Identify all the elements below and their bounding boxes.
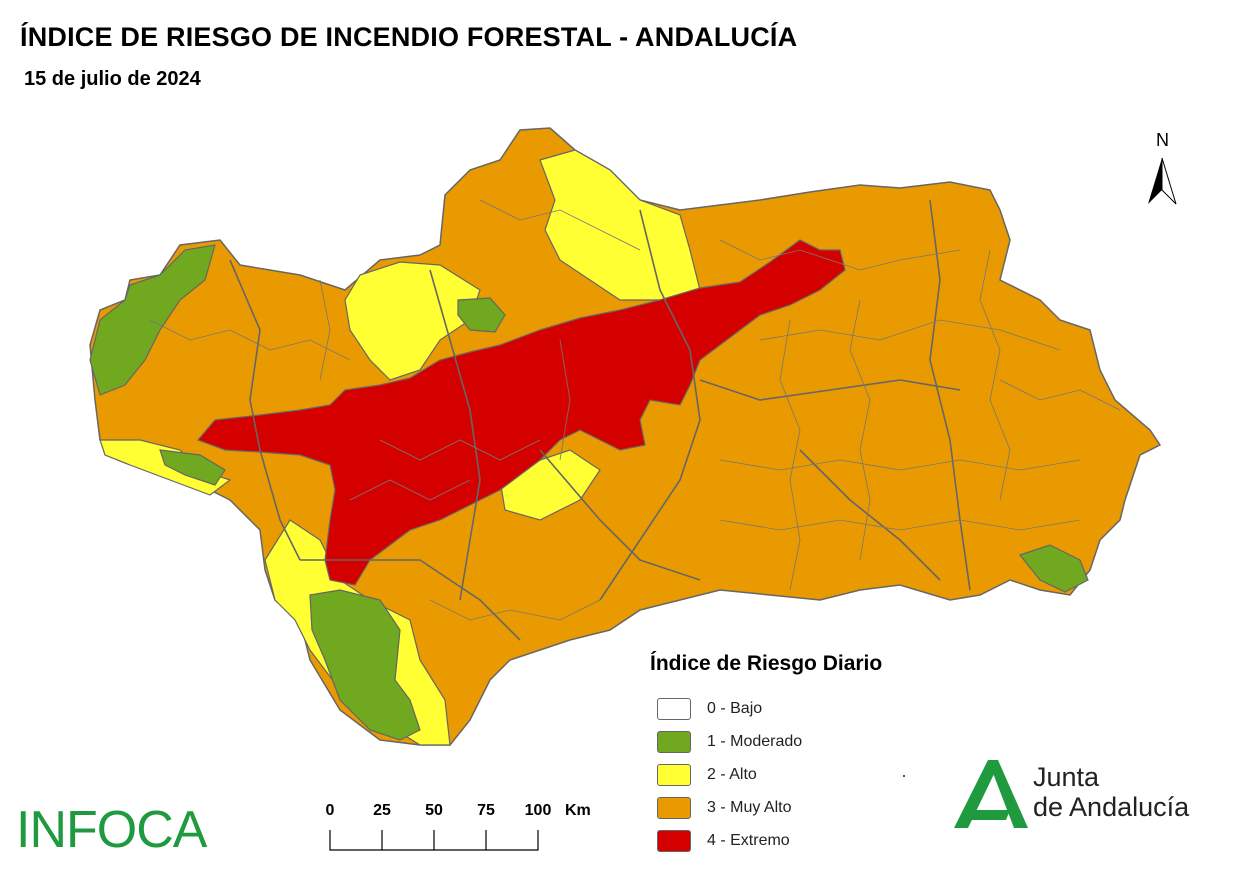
legend-label-bajo: 0 - Bajo bbox=[707, 699, 763, 717]
region-alto-west bbox=[344, 261, 481, 381]
scale-tick-25: 25 bbox=[373, 802, 391, 819]
legend-item-muy-alto: 3 - Muy Alto bbox=[650, 791, 882, 824]
scale-tick-75: 75 bbox=[477, 802, 495, 819]
legend-swatch-extremo bbox=[657, 829, 691, 852]
region-extremo bbox=[196, 239, 846, 586]
stray-dot bbox=[903, 775, 905, 777]
municipal-boundaries bbox=[149, 199, 1121, 621]
legend-item-alto: 2 - Alto bbox=[650, 758, 882, 791]
legend-swatch-alto bbox=[657, 763, 691, 786]
scale-bar: 0 25 50 75 100 Km bbox=[320, 800, 591, 860]
north-arrow: N bbox=[1140, 130, 1190, 210]
map-date: 15 de julio de 2024 bbox=[24, 68, 201, 90]
region-moderado-coast bbox=[159, 449, 226, 486]
map-title: ÍNDICE DE RIESGO DE INCENDIO FORESTAL - … bbox=[20, 22, 798, 52]
legend-swatch-muy-alto bbox=[657, 796, 691, 819]
region-moderado-almeria bbox=[1018, 544, 1089, 593]
legend: Índice de Riesgo Diario 0 - Bajo 1 - Mod… bbox=[650, 652, 882, 857]
legend-item-bajo: 0 - Bajo bbox=[650, 692, 882, 725]
legend-label-alto: 2 - Alto bbox=[707, 765, 757, 783]
region-moderado-cadiz bbox=[309, 589, 421, 741]
region-moderado-north bbox=[457, 297, 506, 333]
north-arrow-icon bbox=[1148, 157, 1177, 205]
legend-label-muy-alto: 3 - Muy Alto bbox=[707, 798, 792, 816]
scale-tick-50: 50 bbox=[425, 802, 443, 819]
junta-andalucia-logo-icon bbox=[954, 760, 1028, 828]
legend-label-moderado: 1 - Moderado bbox=[707, 732, 803, 750]
region-moderado-huelva bbox=[89, 244, 216, 396]
legend-swatch-moderado bbox=[657, 730, 691, 753]
legend-swatch-bajo bbox=[657, 697, 691, 720]
infoca-logo: INFOCA bbox=[16, 801, 207, 859]
legend-item-moderado: 1 - Moderado bbox=[650, 725, 882, 758]
legend-item-extremo: 4 - Extremo bbox=[650, 824, 882, 857]
region-alto-coast bbox=[99, 439, 232, 496]
north-label: N bbox=[1156, 130, 1169, 150]
junta-andalucia-logo-text: Junta de Andalucía bbox=[1033, 762, 1189, 822]
scale-tick-0: 0 bbox=[325, 802, 335, 819]
scale-bar-ruler bbox=[329, 830, 539, 851]
scale-tick-100: 100 bbox=[524, 802, 552, 819]
junta-logo-line1: Junta bbox=[1033, 762, 1100, 792]
province-boundaries bbox=[229, 199, 971, 641]
junta-logo-line2: de Andalucía bbox=[1033, 792, 1190, 822]
scale-unit: Km bbox=[565, 802, 591, 819]
legend-title: Índice de Riesgo Diario bbox=[650, 652, 883, 675]
legend-label-extremo: 4 - Extremo bbox=[707, 831, 790, 849]
